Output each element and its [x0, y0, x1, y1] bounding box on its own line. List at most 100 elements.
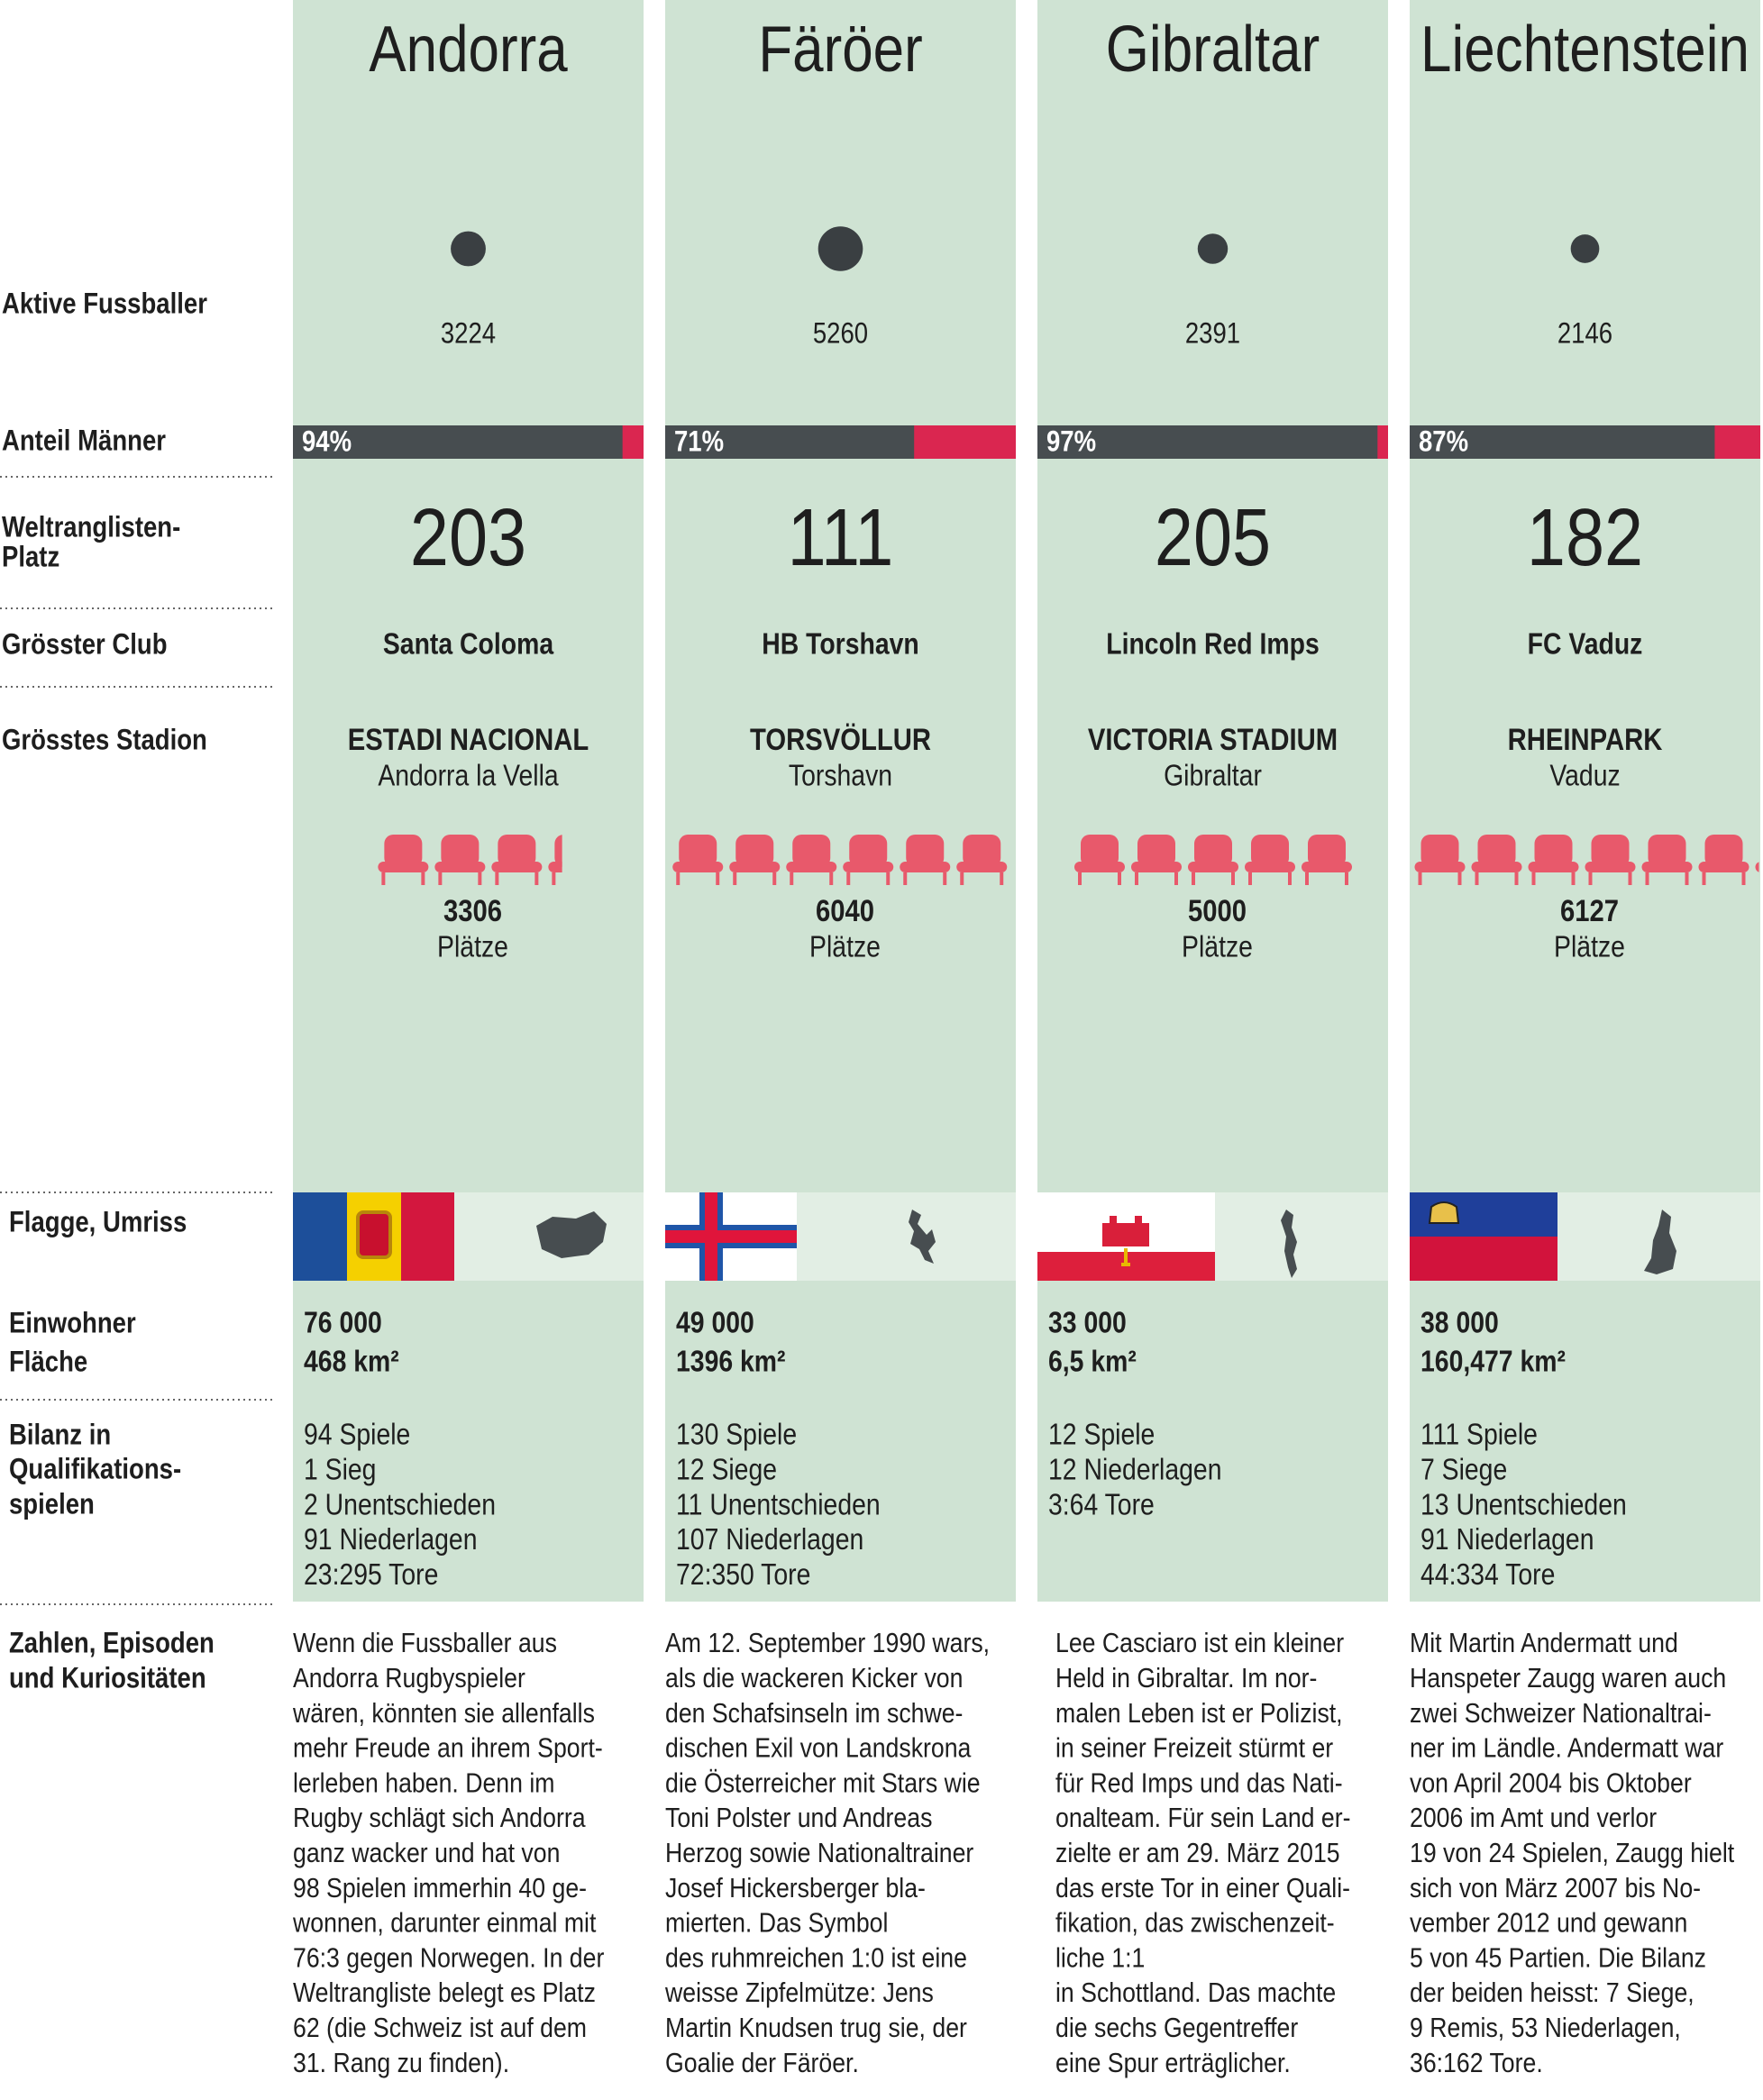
players-bubble: [818, 226, 863, 271]
row-label: Fläche: [9, 1345, 87, 1377]
flag-castle: [1102, 1216, 1149, 1246]
club: HB Torshavn: [762, 627, 919, 661]
seats-unit: Plätze: [809, 930, 881, 963]
rank: 111: [788, 493, 894, 583]
seats-unit: Plätze: [437, 930, 508, 963]
seat-back: [1534, 835, 1573, 867]
record-line: 7 Siege: [1420, 1453, 1507, 1486]
players-value: 2146: [1557, 316, 1612, 349]
note-line: 36:162 Tore.: [1410, 2047, 1543, 2078]
area: 160,477 km²: [1420, 1345, 1566, 1378]
row-label: Aktive Fussballer: [2, 287, 207, 319]
seats: [1074, 835, 1352, 885]
note-line: wonnen, darunter einmal mit: [292, 1907, 597, 1939]
players-value: 2391: [1185, 316, 1240, 349]
men-share-bar: [293, 425, 623, 459]
flag-crown: [1428, 1201, 1460, 1224]
row-label: Zahlen, Episoden: [9, 1626, 215, 1658]
seat-back: [1648, 835, 1686, 867]
seat-legs: [1078, 872, 1121, 885]
seat-legs: [1645, 872, 1689, 885]
seat-back: [441, 835, 480, 867]
note-line: lerleben haben. Denn im: [293, 1767, 554, 1798]
country-outline: [536, 1211, 607, 1258]
note-line: von April 2004 bis Oktober: [1410, 1767, 1692, 1798]
seat-base: [1528, 862, 1579, 872]
note-line: 98 Spielen immerhin 40 ge-: [293, 1872, 587, 1904]
seat-base: [1131, 862, 1182, 872]
seat-legs: [903, 872, 947, 885]
note-line: weisse Zipfelmütze: Jens: [664, 1977, 934, 2008]
men-share-bar: [1037, 425, 1378, 459]
note-line: 31. Rang zu finden).: [293, 2047, 509, 2078]
seat-legs: [790, 872, 834, 885]
country-name: Färöer: [758, 14, 922, 86]
seat-base: [378, 862, 429, 872]
seat-legs: [1248, 872, 1292, 885]
note-line: mierten. Das Symbol: [665, 1907, 888, 1939]
seats-unit: Plätze: [1554, 930, 1625, 963]
column-bg: [1037, 0, 1388, 1602]
men-share-label: 71%: [674, 425, 724, 457]
note-line: die sechs Gegentreffer: [1055, 2012, 1298, 2043]
row-label: Flagge, Umriss: [9, 1205, 187, 1237]
seat-legs: [552, 872, 556, 885]
row-label: Einwohner: [9, 1306, 136, 1338]
seat-back: [1420, 835, 1459, 867]
note-line: liche 1:1: [1055, 1941, 1145, 1973]
note-line: dischen Exil von Landskrona: [665, 1732, 972, 1764]
note-line: Held in Gibraltar. Im nor-: [1055, 1662, 1317, 1694]
note-line: Josef Hickersberger bla-: [665, 1872, 926, 1904]
note-line: 62 (die Schweiz ist auf dem: [293, 2012, 587, 2043]
note-line: fikation, das zwischenzeit-: [1055, 1907, 1335, 1939]
note-line: den Schafsinseln im schwe-: [665, 1697, 963, 1729]
record-line: 12 Niederlagen: [1048, 1453, 1222, 1486]
note-line: Weltrangliste belegt es Platz: [293, 1977, 596, 2008]
seat-legs: [1475, 872, 1519, 885]
seat-base: [1755, 862, 1759, 872]
area: 468 km²: [304, 1345, 399, 1378]
note-line: Wenn die Fussballer aus: [293, 1627, 557, 1658]
stadium-city: Gibraltar: [1164, 759, 1262, 792]
row-label: Anteil Männer: [2, 424, 166, 456]
note-line: des ruhmreichen 1:0 ist eine: [665, 1941, 967, 1973]
seat-base: [1074, 862, 1125, 872]
note-line: 19 von 24 Spielen, Zaugg hielt: [1410, 1837, 1735, 1868]
country-name: Gibraltar: [1106, 14, 1320, 86]
note-line: zielte er am 29. März 2015: [1055, 1837, 1340, 1868]
note-line: mehr Freude an ihrem Sport-: [293, 1732, 603, 1764]
area: 6,5 km²: [1048, 1345, 1137, 1378]
flag-cross: [665, 1230, 797, 1243]
row-label: Grösster Club: [2, 627, 168, 660]
record-line: 94 Spiele: [304, 1418, 410, 1451]
column-bg: [293, 0, 644, 1602]
record-line: 107 Niederlagen: [676, 1522, 863, 1556]
row-label: Weltranglisten-: [2, 510, 180, 543]
seat-back: [906, 835, 945, 867]
seat-legs: [676, 872, 720, 885]
club: FC Vaduz: [1528, 627, 1643, 661]
flag-stripe: [1410, 1237, 1557, 1281]
row-label: Grösstes Stadion: [2, 723, 207, 755]
seat-back: [1477, 835, 1516, 867]
stadium-name: RHEINPARK: [1508, 723, 1663, 757]
men-share-bar: [665, 425, 915, 459]
club: Lincoln Red Imps: [1106, 627, 1320, 661]
row-label: und Kuriositäten: [9, 1661, 206, 1694]
note-line: Am 12. September 1990 wars,: [665, 1627, 990, 1658]
record-line: 2 Unentschieden: [304, 1487, 496, 1520]
country-name: Andorra: [369, 14, 568, 86]
seats: [1414, 835, 1759, 885]
note-line: malen Leben ist er Polizist,: [1055, 1697, 1343, 1729]
seats: [378, 835, 562, 885]
seat-base: [1641, 862, 1693, 872]
seat-back: [1081, 835, 1119, 867]
country-outline: [1644, 1210, 1676, 1274]
note-line: 2006 im Amt und verlor: [1410, 1802, 1657, 1833]
record-line: 72:350 Tore: [676, 1557, 810, 1591]
seats-value: 5000: [1188, 894, 1247, 928]
note-line: in Schottland. Das machte: [1055, 1977, 1336, 2008]
seat-legs: [960, 872, 1004, 885]
rank: 182: [1527, 493, 1643, 583]
note-line: Mit Martin Andermatt und: [1410, 1627, 1678, 1658]
